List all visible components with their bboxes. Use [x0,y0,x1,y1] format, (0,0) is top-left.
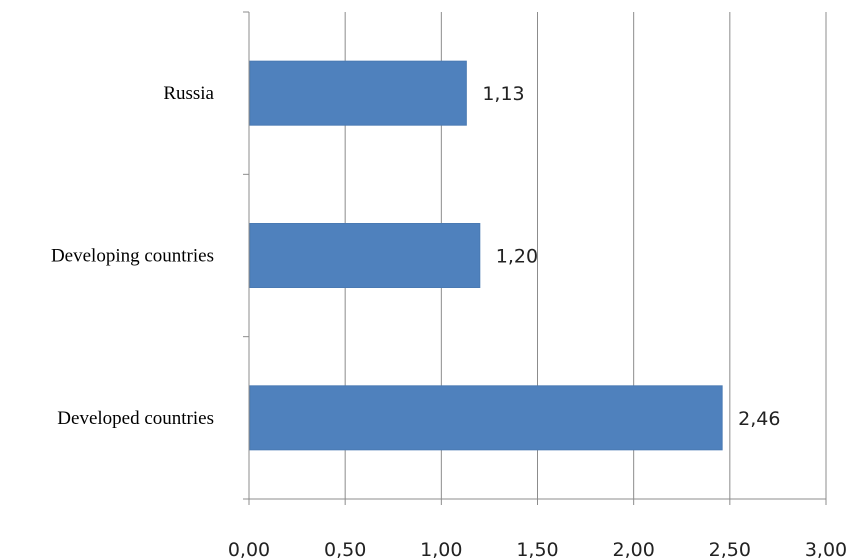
category-labels: Russia Developing countries Developed coun… [51,83,215,429]
x-tick-label: 0,50 [324,539,366,560]
data-labels: 1,13 1,20 2,46 [482,83,780,430]
category-label: Developing countries [51,246,214,267]
x-tick-label: 3,00 [805,539,847,560]
bars [249,60,723,451]
x-tick-label: 1,50 [516,539,558,560]
data-label: 1,20 [496,246,538,268]
bar [249,223,481,288]
x-tick-label: 0,00 [228,539,270,560]
x-tick-label: 2,00 [613,539,655,560]
axes [243,11,826,505]
x-tick-label: 1,00 [420,539,462,560]
bar [249,60,467,126]
data-label: 1,13 [482,83,524,105]
category-label: Russia [163,83,214,104]
x-tick-label: 2,50 [709,539,751,560]
data-label: 2,46 [738,408,780,430]
bar [249,385,723,451]
x-tick-labels: 0,00 0,50 1,00 1,50 2,00 2,50 3,00 [228,539,847,560]
category-label: Developed countries [57,408,214,429]
